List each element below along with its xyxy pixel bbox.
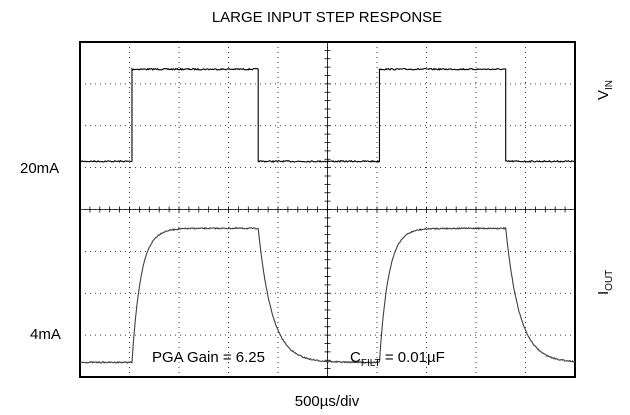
channel-label-iout: IOUT xyxy=(595,270,615,295)
grid xyxy=(79,41,576,378)
cfilt-annotation: CFILT = 0.01µF xyxy=(350,349,445,369)
level-label-20ma: 20mA xyxy=(20,160,59,177)
plot-frame xyxy=(79,41,576,378)
traces xyxy=(79,67,576,364)
trace-iout xyxy=(79,226,576,364)
channel-label-vin: VIN xyxy=(595,80,615,100)
cfilt-text: CFILT = 0.01µF xyxy=(350,349,445,369)
trace-vin xyxy=(79,67,576,163)
chart-title: LARGE INPUT STEP RESPONSE xyxy=(212,9,442,26)
pga-gain-annotation: PGA Gain = 6.25 xyxy=(152,349,265,366)
x-axis-label: 500µs/div xyxy=(295,393,360,410)
pga-gain-text: PGA Gain = 6.25 xyxy=(152,349,265,366)
level-label-4ma: 4mA xyxy=(30,326,61,343)
